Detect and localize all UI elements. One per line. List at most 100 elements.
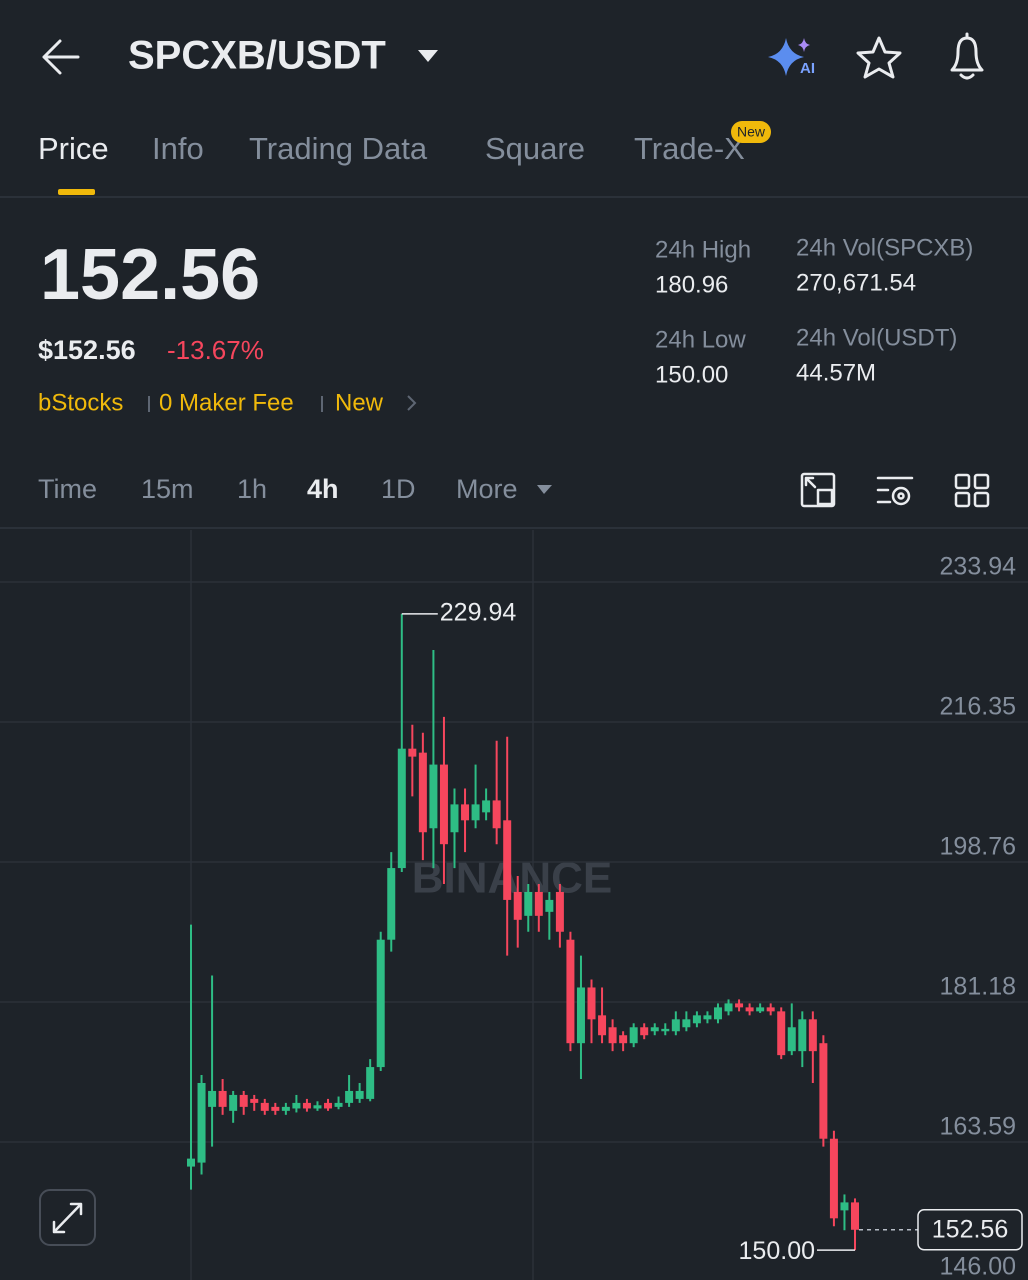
candle-body xyxy=(197,1082,206,1163)
candle-body xyxy=(724,1003,733,1012)
price-change: -13.67% xyxy=(167,335,264,365)
candle-body xyxy=(250,1098,259,1103)
candle-body xyxy=(229,1094,238,1111)
candle-body xyxy=(534,891,543,916)
candle-body xyxy=(429,764,438,829)
candle-body xyxy=(829,1138,838,1219)
tool-settings[interactable] xyxy=(876,476,914,506)
new-badge-label: New xyxy=(737,124,766,140)
candle-body xyxy=(524,891,533,916)
candle-body xyxy=(682,1019,691,1028)
candle-body xyxy=(629,1027,638,1044)
candle-body xyxy=(334,1102,343,1107)
tag[interactable]: New xyxy=(335,389,384,416)
y-tick-label: 233.94 xyxy=(940,553,1017,581)
candle-body xyxy=(808,1019,817,1052)
y-tick-label: 198.76 xyxy=(940,833,1016,861)
candle-body xyxy=(461,804,470,821)
pair-dropdown[interactable] xyxy=(418,50,438,62)
candle-body xyxy=(439,764,448,845)
pair-title[interactable]: SPCXB/USDT xyxy=(128,34,386,78)
back-button[interactable] xyxy=(42,39,80,75)
stat-label: 24h High xyxy=(655,236,751,263)
candle-body xyxy=(408,748,417,757)
high-label: 229.94 xyxy=(440,598,517,626)
tab[interactable]: Square xyxy=(485,131,585,166)
stat-value: 150.00 xyxy=(655,361,728,388)
candle-body xyxy=(608,1027,617,1044)
candle-body xyxy=(619,1035,628,1044)
candle-body xyxy=(787,1027,796,1052)
tool-layout[interactable] xyxy=(954,473,990,508)
tab[interactable]: Trade-X xyxy=(634,131,745,166)
candle-body xyxy=(756,1007,765,1012)
tab[interactable]: Info xyxy=(152,131,204,166)
timeframe[interactable]: 1h xyxy=(237,474,267,504)
tag[interactable]: 0 Maker Fee xyxy=(159,389,294,416)
candle-body xyxy=(218,1090,227,1107)
y-tick-label: 181.18 xyxy=(940,973,1016,1001)
candle-body xyxy=(324,1102,333,1109)
timeframe[interactable]: 15m xyxy=(141,474,194,504)
candle-body xyxy=(566,939,575,1044)
candle-body xyxy=(313,1105,322,1109)
favorite-button[interactable] xyxy=(856,36,902,79)
y-tick-label: 216.35 xyxy=(940,693,1016,721)
candle-body xyxy=(208,1090,217,1107)
candle-body xyxy=(471,804,480,821)
candle-body xyxy=(345,1090,354,1103)
y-tick-label: 146.00 xyxy=(940,1253,1016,1280)
candle-body xyxy=(366,1067,375,1099)
candle-body xyxy=(450,804,459,833)
candle-body xyxy=(503,820,512,900)
candle-body xyxy=(819,1043,828,1139)
candle-body xyxy=(587,987,596,1020)
candle-body xyxy=(650,1027,659,1032)
candle-body xyxy=(692,1015,701,1024)
ai-button[interactable]: AI xyxy=(768,38,815,77)
candle-body xyxy=(281,1106,290,1111)
timeframe[interactable]: More xyxy=(456,474,518,504)
usd-price: $152.56 xyxy=(38,335,136,365)
ai-label: AI xyxy=(800,60,815,77)
timeframe[interactable]: Time xyxy=(38,474,97,504)
stat-value: 270,671.54 xyxy=(796,269,916,296)
alert-button[interactable] xyxy=(950,32,984,80)
candle-body xyxy=(302,1102,311,1109)
candle-body xyxy=(840,1202,849,1211)
stat-value: 180.96 xyxy=(655,271,728,298)
candle-body xyxy=(598,1015,607,1036)
candle-body xyxy=(735,1003,744,1008)
candle-body xyxy=(555,891,564,932)
candle-body xyxy=(397,748,406,869)
tab[interactable]: Price xyxy=(38,131,109,166)
candle-body xyxy=(798,1019,807,1052)
chart-tools xyxy=(800,472,990,508)
stat-value: 44.57M xyxy=(796,359,876,386)
tag-chevron xyxy=(407,395,417,411)
candle-body xyxy=(745,1007,754,1012)
timeframe[interactable]: 1D xyxy=(381,474,416,504)
tag[interactable]: bStocks xyxy=(38,389,123,416)
candle-body xyxy=(260,1102,269,1111)
candle-body xyxy=(703,1015,712,1020)
candle-body xyxy=(187,1158,195,1167)
stat-label: 24h Vol(USDT) xyxy=(796,324,957,351)
candle-body xyxy=(387,868,396,940)
stat-label: 24h Vol(SPCXB) xyxy=(796,234,973,261)
tool-fullscreen[interactable] xyxy=(800,472,836,508)
last-price-box xyxy=(917,1209,1023,1251)
candle-body xyxy=(576,987,585,1044)
expand-button[interactable] xyxy=(39,1189,96,1246)
candle-body xyxy=(851,1202,859,1230)
last-price: 152.56 xyxy=(40,235,260,315)
tab-indicator xyxy=(58,189,95,195)
candle-body xyxy=(777,1011,786,1056)
tab[interactable]: Trading Data xyxy=(249,131,428,166)
timeframe[interactable]: 4h xyxy=(307,474,339,504)
more-dropdown[interactable] xyxy=(537,485,552,494)
last-price-label: 152.56 xyxy=(932,1215,1008,1243)
candle-body xyxy=(492,800,501,829)
